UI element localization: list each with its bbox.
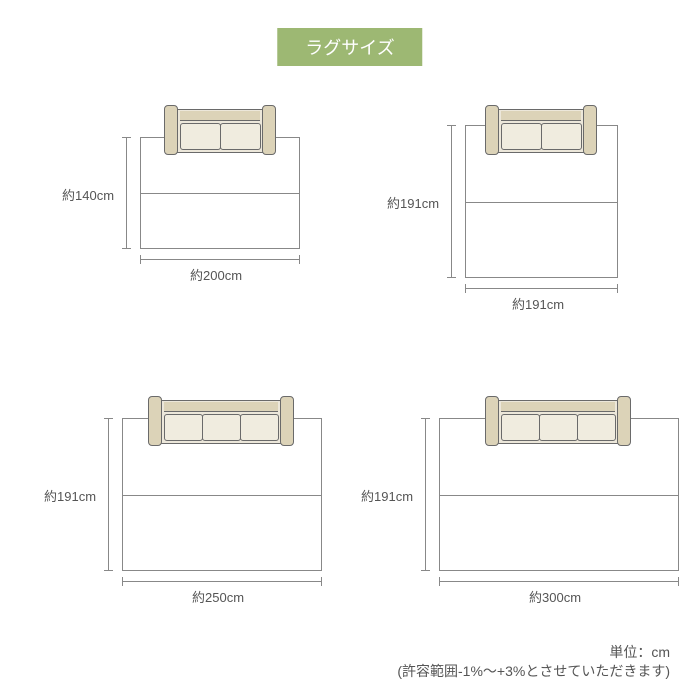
- rug-cell-1: 約191cm 約191cm: [365, 95, 660, 360]
- footer-tolerance: (許容範囲-1%〜+3%とさせていただきます): [397, 662, 670, 682]
- dimension-horizontal: [140, 259, 300, 260]
- dimension-height-label: 約191cm: [44, 486, 96, 505]
- dimension-vertical: [126, 137, 127, 249]
- title-badge: ラグサイズ: [277, 28, 422, 66]
- sofa-icon: [152, 400, 290, 444]
- sofa-icon: [489, 109, 593, 153]
- dimension-height-label: 約191cm: [387, 193, 439, 212]
- dimension-vertical: [108, 418, 109, 571]
- dimension-width-label: 約300cm: [529, 587, 581, 606]
- sofa-icon: [489, 400, 627, 444]
- rug-cell-2: 約191cm 約250cm: [40, 370, 335, 635]
- dimension-vertical: [425, 418, 426, 571]
- rug-rect: [140, 137, 300, 249]
- dimension-horizontal: [465, 288, 618, 289]
- dimension-horizontal: [122, 581, 322, 582]
- rug-size-grid: 約140cm 約200cm 約191cm 約191cm 約191cm 約250cm 約…: [40, 95, 660, 635]
- dimension-width-label: 約200cm: [190, 265, 242, 284]
- dimension-vertical: [451, 125, 452, 278]
- dimension-height-label: 約140cm: [62, 185, 114, 204]
- title-text: ラグサイズ: [305, 38, 394, 58]
- dimension-height-label: 約191cm: [361, 486, 413, 505]
- dimension-horizontal: [439, 581, 679, 582]
- rug-cell-0: 約140cm 約200cm: [40, 95, 335, 360]
- dimension-width-label: 約191cm: [512, 294, 564, 313]
- rug-cell-3: 約191cm約300cm: [365, 370, 660, 635]
- footer-note: 単位：cm (許容範囲-1%〜+3%とさせていただきます): [397, 643, 670, 682]
- footer-unit: 単位：cm: [397, 643, 670, 663]
- sofa-icon: [168, 109, 272, 153]
- dimension-width-label: 約250cm: [192, 587, 244, 606]
